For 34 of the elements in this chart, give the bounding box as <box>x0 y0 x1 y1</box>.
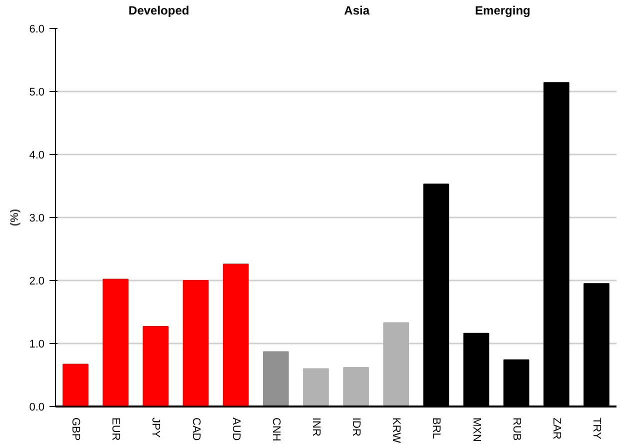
x-tick-label: ZAR <box>550 418 562 440</box>
y-tick-label: 2.0 <box>29 276 45 288</box>
y-tick-label: 6.0 <box>29 24 45 36</box>
x-tick-label: TRY <box>590 418 602 440</box>
x-tick-label: CAD <box>190 418 202 441</box>
x-tick-label: CNH <box>270 418 282 442</box>
y-tick-label: 5.0 <box>29 86 45 98</box>
y-tick-label: 3.0 <box>29 212 45 224</box>
y-tick-label: 4.0 <box>29 150 45 162</box>
text: Emerging <box>475 4 530 18</box>
x-tick-label: JPY <box>150 418 162 438</box>
text: Asia <box>344 4 370 18</box>
y-tick-label: 1.0 <box>29 338 45 350</box>
bar <box>383 322 410 406</box>
x-tick-label: KRW <box>390 418 402 444</box>
bar <box>303 368 329 406</box>
bar <box>182 280 209 406</box>
y-axis-title: (%) <box>9 208 22 226</box>
x-tick-label: MXN <box>470 418 482 442</box>
bar <box>142 326 169 406</box>
x-tick-label: GBP <box>70 418 82 441</box>
x-tick-label: RUB <box>510 418 522 441</box>
x-tick-label: IDR <box>350 418 362 436</box>
x-tick-label: EUR <box>110 418 122 441</box>
bar <box>262 351 289 406</box>
x-tick-label: INR <box>310 418 322 436</box>
x-tick-label: BRL <box>430 418 442 439</box>
x-tick-label: AUD <box>230 418 242 441</box>
bar <box>222 264 249 406</box>
text: Developed <box>128 4 190 18</box>
bar <box>343 366 369 406</box>
bar <box>102 278 129 406</box>
bar <box>62 364 88 406</box>
y-tick-label: 0.0 <box>29 402 45 414</box>
